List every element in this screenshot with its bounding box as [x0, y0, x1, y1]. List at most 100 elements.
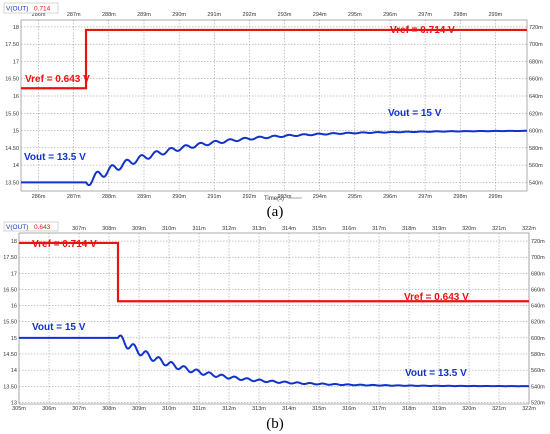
annotation-vref-after-b: Vref = 0.643 V [404, 292, 469, 303]
x-tick-label-top: 294m [313, 12, 327, 18]
x-tick-label-top: 287m [67, 12, 81, 18]
y-tick-label-left: 16.50 [5, 77, 19, 83]
series-a [21, 28, 528, 187]
x-tick-label-top: 313m [252, 226, 266, 232]
x-tick-label: 310m [162, 406, 176, 412]
x-tick-label-top: 321m [492, 226, 506, 232]
panel-a: 286m 286m 287m 287m 288m 288m 289m 289m 290m 290m… [3, 2, 543, 220]
x-tick-label: 293m [278, 194, 292, 200]
y-tick-label-left: 15 [13, 129, 19, 135]
x-tick-label-top: 310m [162, 226, 176, 232]
x-tick-label: 319m [432, 406, 446, 412]
y-tick-label-right: 640m [529, 94, 543, 100]
x-tick-label-top: 317m [372, 226, 386, 232]
y-tick-label-right: 600m [529, 129, 543, 135]
ticks-a: 286m 286m 287m 287m 288m 288m 289m 289m 290m 290m… [5, 12, 543, 200]
y-tick-label-left: 16.50 [3, 287, 17, 293]
legend-vref-label-a: 0.714 [34, 6, 51, 13]
x-tick-label: 306m [42, 406, 56, 412]
legend-a: V(OUT) 0.714 [3, 2, 59, 14]
y-tick-label-right: 620m [529, 111, 543, 117]
annotation-vout-after-a: Vout = 15 V [388, 108, 442, 119]
y-tick-label-left: 17 [11, 271, 17, 277]
y-tick-label-left: 18 [13, 25, 19, 31]
x-tick-label-top: 308m [102, 226, 116, 232]
y-tick-label-left: 14.50 [3, 352, 17, 358]
y-tick-label-right: 540m [529, 180, 543, 186]
x-tick-label: 299m [488, 194, 502, 200]
x-tick-label: 320m [462, 406, 476, 412]
x-tick-label-top: 309m [132, 226, 146, 232]
plot-area-a [20, 19, 528, 192]
x-tick-label: 295m [348, 194, 362, 200]
x-tick-label: 289m [137, 194, 151, 200]
vref-line [21, 28, 527, 90]
x-tick-label-top: 286m [32, 12, 46, 18]
panel-b: 305m305m306m306m307m307m308m308m309m309m… [3, 221, 545, 432]
legend-vout-label-b: V(OUT) [6, 224, 28, 231]
x-tick-label-top: 319m [432, 226, 446, 232]
annotation-vout-after-b: Vout = 13.5 V [405, 368, 467, 379]
x-tick-label-top: 315m [312, 226, 326, 232]
y-tick-label-left: 13 [11, 400, 17, 406]
y-tick-label-right: 560m [531, 368, 545, 374]
y-tick-label-left: 18 [11, 239, 17, 245]
legend-b: V(OUT) 0.643 [3, 221, 59, 232]
y-tick-label-right: 580m [531, 352, 545, 358]
annotation-vout-before-a: Vout = 13.5 V [24, 152, 86, 163]
x-tick-label: 309m [132, 406, 146, 412]
x-tick-label: 321m [492, 406, 506, 412]
y-tick-label-left: 14 [11, 368, 17, 374]
x-tick-label: 294m [313, 194, 327, 200]
ticks-b: 305m305m306m306m307m307m308m308m309m309m… [3, 226, 545, 412]
x-tick-label: 287m [67, 194, 81, 200]
legend-vout-label-a: V(OUT) [6, 6, 28, 13]
panel-label-a: (a) [267, 204, 284, 220]
x-tick-label: 288m [102, 194, 116, 200]
x-tick-label-top: 312m [222, 226, 236, 232]
x-tick-label: 313m [252, 406, 266, 412]
y-tick-label-left: 14 [13, 163, 19, 169]
y-tick-label-left: 15 [11, 336, 17, 342]
panel-label-b: (b) [266, 416, 284, 432]
x-tick-label-top: 299m [488, 12, 502, 18]
grid-b [18, 233, 530, 404]
y-tick-label-left: 16 [13, 94, 19, 100]
x-tick-label: 308m [102, 406, 116, 412]
x-tick-label-top: 292m [243, 12, 257, 18]
x-tick-label: 291m [207, 194, 221, 200]
vref-line [19, 241, 529, 303]
y-tick-label-left: 16 [11, 304, 17, 310]
y-tick-label-left: 13.50 [3, 384, 17, 390]
annotation-vout-before-b: Vout = 15 V [32, 322, 86, 333]
legend-vref-label-b: 0.643 [34, 224, 51, 231]
x-tick-label: 311m [192, 406, 206, 412]
y-tick-label-right: 620m [531, 320, 545, 326]
x-tick-label-top: 288m [102, 12, 116, 18]
y-tick-label-right: 520m [531, 400, 545, 406]
y-tick-label-right: 600m [531, 336, 545, 342]
x-tick-label-top: 291m [207, 12, 221, 18]
y-tick-label-right: 680m [531, 271, 545, 277]
y-tick-label-right: 580m [529, 146, 543, 152]
y-tick-label-left: 15.50 [3, 320, 17, 326]
x-tick-label: 322m [522, 406, 536, 412]
x-tick-label: 290m [172, 194, 186, 200]
x-tick-label-top: 314m [282, 226, 296, 232]
x-tick-label: 296m [383, 194, 397, 200]
x-tick-label: 314m [282, 406, 296, 412]
x-tick-label: 292m [243, 194, 257, 200]
x-tick-label: 312m [222, 406, 236, 412]
x-tick-label: 305m [12, 406, 26, 412]
annotation-vref-after-a: Vref = 0.714 V [390, 25, 455, 36]
x-tick-label: 307m [72, 406, 86, 412]
y-tick-label-left: 17 [13, 59, 19, 65]
annotation-vref-before-b: Vref = 0.714 V [32, 239, 97, 250]
y-tick-label-left: 14.50 [5, 146, 19, 152]
x-tick-label: 317m [372, 406, 386, 412]
y-tick-label-right: 540m [531, 384, 545, 390]
x-tick-label-top: 296m [383, 12, 397, 18]
y-tick-label-left: 17.50 [5, 42, 19, 48]
x-tick-label: 297m [418, 194, 432, 200]
